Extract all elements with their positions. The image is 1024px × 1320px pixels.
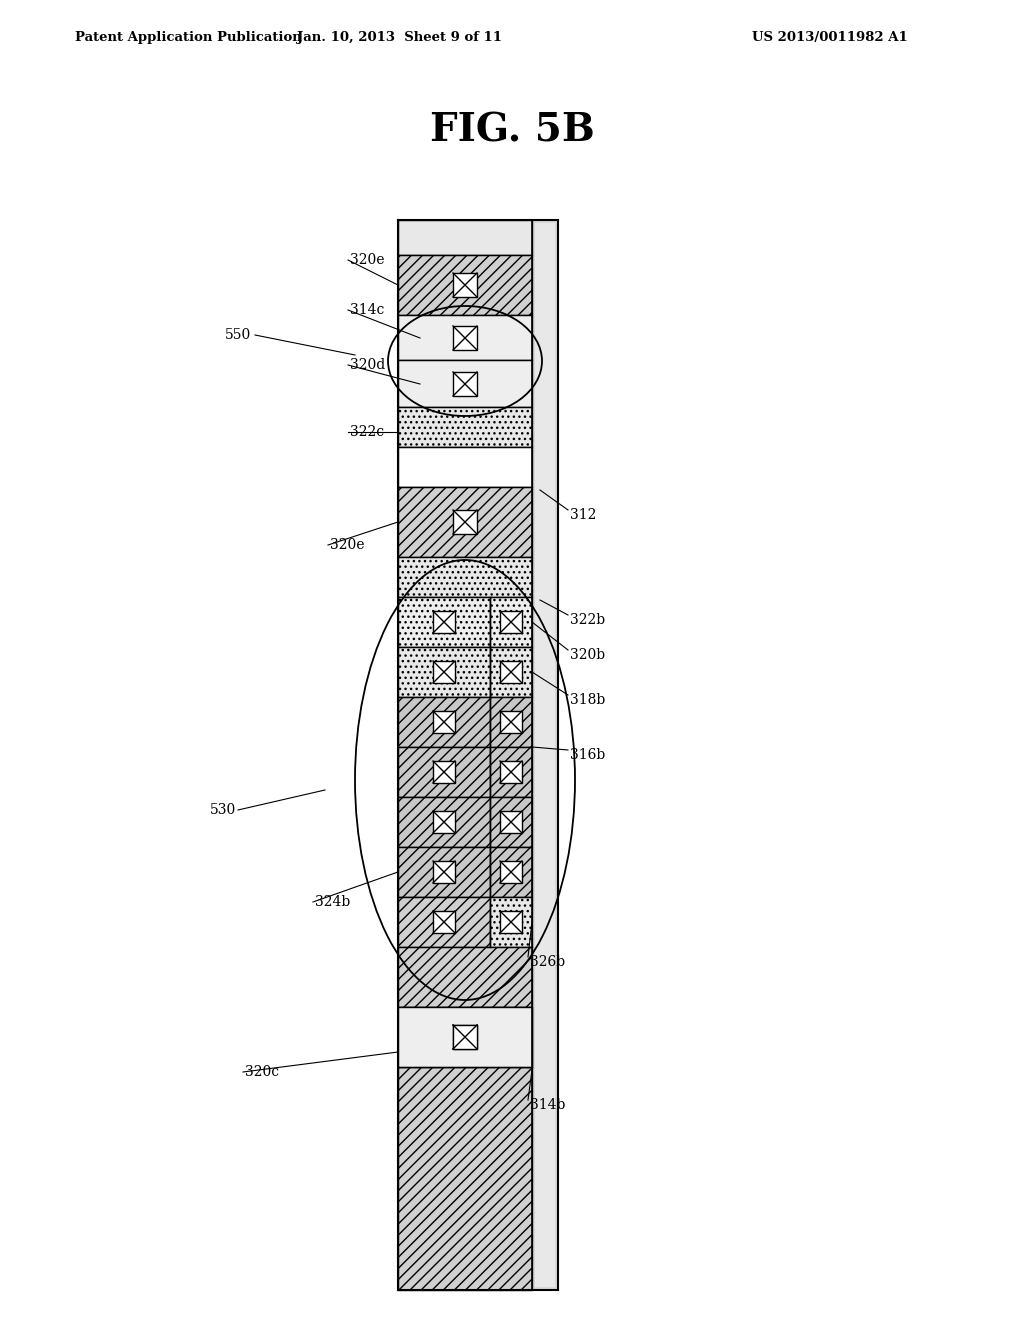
Bar xyxy=(398,1007,532,1067)
Text: Jan. 10, 2013  Sheet 9 of 11: Jan. 10, 2013 Sheet 9 of 11 xyxy=(298,30,503,44)
Bar xyxy=(433,762,455,783)
Text: 312: 312 xyxy=(570,508,596,521)
Text: 320b: 320b xyxy=(570,648,605,663)
Bar xyxy=(433,911,455,933)
Text: 314b: 314b xyxy=(530,1098,565,1111)
Bar xyxy=(398,747,490,797)
Bar xyxy=(398,1007,532,1067)
Bar xyxy=(398,1067,532,1290)
Bar xyxy=(398,220,532,255)
Bar xyxy=(500,762,522,783)
Bar xyxy=(500,661,522,682)
Text: 320e: 320e xyxy=(350,253,384,267)
Bar xyxy=(398,797,490,847)
Bar xyxy=(490,747,532,797)
Text: FIG. 5B: FIG. 5B xyxy=(430,111,594,149)
Bar xyxy=(398,407,532,447)
Bar xyxy=(398,255,532,315)
Bar xyxy=(433,810,455,833)
Text: 550: 550 xyxy=(225,327,251,342)
Text: 314c: 314c xyxy=(350,304,384,317)
Text: 320e: 320e xyxy=(330,539,365,552)
Text: 530: 530 xyxy=(210,803,237,817)
Bar xyxy=(453,1026,477,1049)
Text: 324b: 324b xyxy=(315,895,350,909)
Bar xyxy=(398,447,532,487)
Bar xyxy=(535,223,555,1287)
Text: Patent Application Publication: Patent Application Publication xyxy=(75,30,302,44)
Bar xyxy=(532,220,558,1290)
Bar xyxy=(490,847,532,898)
Bar xyxy=(398,360,532,407)
Text: US 2013/0011982 A1: US 2013/0011982 A1 xyxy=(752,30,908,44)
Bar xyxy=(398,647,490,697)
Bar xyxy=(490,697,532,747)
Bar xyxy=(500,861,522,883)
Bar xyxy=(398,315,532,360)
Text: 320d: 320d xyxy=(350,358,385,372)
Bar xyxy=(398,697,490,747)
Text: 322c: 322c xyxy=(350,425,384,440)
Text: 322b: 322b xyxy=(570,612,605,627)
Bar xyxy=(490,898,532,946)
Bar xyxy=(433,711,455,733)
Bar xyxy=(398,946,532,1007)
Bar xyxy=(433,661,455,682)
Bar xyxy=(398,557,532,597)
Bar xyxy=(398,898,490,946)
Bar xyxy=(433,611,455,634)
Bar xyxy=(453,372,477,396)
Text: 326b: 326b xyxy=(530,954,565,969)
Bar xyxy=(453,326,477,350)
Bar xyxy=(398,487,532,557)
Text: 320c: 320c xyxy=(245,1065,280,1078)
Bar xyxy=(500,611,522,634)
Bar xyxy=(433,861,455,883)
Bar xyxy=(500,911,522,933)
Bar xyxy=(490,647,532,697)
Bar xyxy=(398,847,490,898)
Bar xyxy=(490,597,532,647)
Bar xyxy=(453,1026,477,1049)
Text: 318b: 318b xyxy=(570,693,605,708)
Bar xyxy=(398,597,490,647)
Bar xyxy=(500,810,522,833)
Bar xyxy=(453,510,477,535)
Text: 316b: 316b xyxy=(570,748,605,762)
Bar xyxy=(500,711,522,733)
Bar xyxy=(490,797,532,847)
Bar xyxy=(453,273,477,297)
